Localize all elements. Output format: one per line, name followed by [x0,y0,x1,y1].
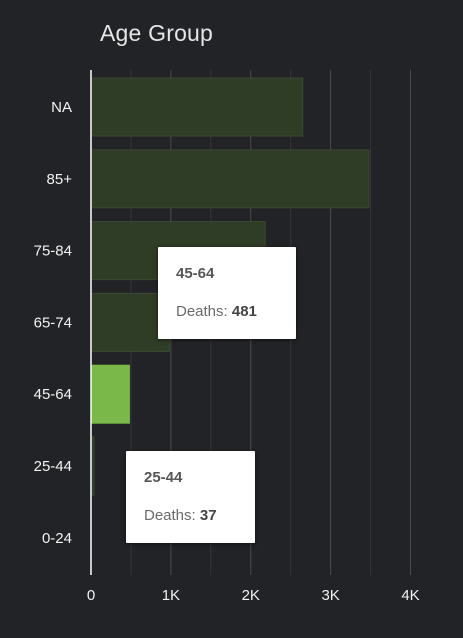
bar-65-74 [90,292,170,352]
tooltip-value-line: Deaths: 37 [144,507,217,524]
y-tick-labels: NA 85+ 75-84 65-74 45-64 25-44 0-24 [34,99,73,547]
y-tick-label: 45-64 [34,386,72,403]
bar-NA [90,77,304,137]
y-tick-label: NA [51,99,72,116]
bar-45-64 [90,364,130,424]
tooltip-45-64: 45-64 Deaths: 481 [158,247,296,339]
y-tick-label: 65-74 [34,314,72,331]
x-tick-label: 1K [162,587,180,604]
tooltip-title: 25-44 [144,469,183,486]
x-tick-label: 2K [242,587,260,604]
x-tick-label: 4K [401,587,419,604]
y-tick-label: 85+ [47,171,73,188]
tooltip-value-line: Deaths: 481 [176,303,257,320]
x-tick-label: 0 [87,587,95,604]
y-tick-label: 0-24 [42,530,72,547]
tooltip-25-44: 25-44 Deaths: 37 [126,451,255,543]
tooltip-title: 45-64 [176,265,215,282]
bar-85+ [90,149,370,209]
chart-title: Age Group [100,20,214,46]
x-tick-label: 3K [321,587,339,604]
x-tick-labels: 0 1K 2K 3K 4K [87,587,420,604]
y-tick-label: 75-84 [34,243,72,260]
y-tick-label: 25-44 [34,458,72,475]
